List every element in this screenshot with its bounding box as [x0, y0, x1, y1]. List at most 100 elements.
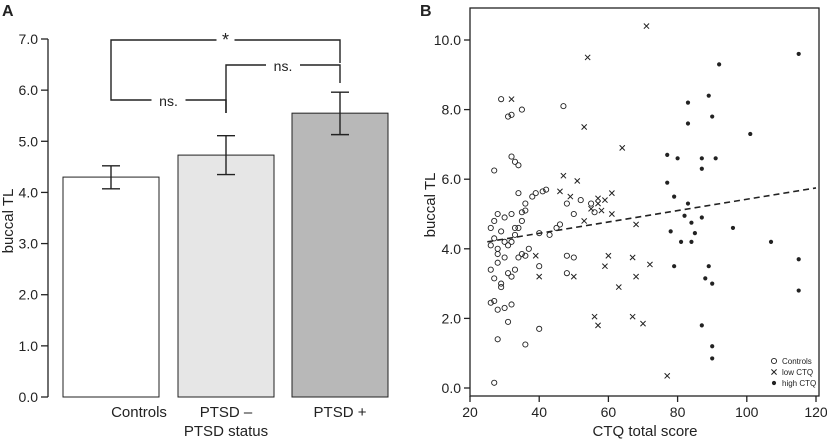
- data-point: [730, 225, 736, 231]
- data-point: [615, 284, 622, 291]
- error-bars: [102, 91, 349, 190]
- data-point: [608, 190, 615, 197]
- data-point: [595, 322, 601, 329]
- x-axis-label: CTQ total score: [592, 423, 697, 440]
- y-axis-label: buccal TL: [0, 189, 17, 254]
- y-tick-label: 10.0: [434, 32, 461, 48]
- data-points: [487, 23, 801, 386]
- data-point: [682, 213, 687, 218]
- data-point: [665, 180, 670, 185]
- data-point: [546, 231, 553, 238]
- data-point: [584, 54, 591, 61]
- x-tick-label: 20: [462, 404, 478, 420]
- data-point: [560, 103, 567, 110]
- data-point: [629, 254, 636, 261]
- significance-brackets: * ns. ns.: [110, 30, 341, 113]
- data-point: [515, 224, 522, 231]
- significance-label: ns.: [274, 58, 293, 74]
- data-point: [505, 270, 512, 277]
- data-point: [487, 299, 494, 306]
- data-point: [665, 152, 670, 157]
- data-point: [588, 200, 595, 207]
- data-point: [491, 297, 498, 305]
- data-point: [536, 325, 543, 332]
- data-point: [508, 96, 515, 103]
- data-point: [598, 207, 605, 214]
- data-point: [563, 252, 570, 259]
- data-point: [710, 281, 715, 286]
- y-tick-label: 1.0: [19, 338, 39, 354]
- data-point: [487, 266, 494, 273]
- data-point: [511, 158, 519, 165]
- panel-a-label: A: [2, 3, 14, 20]
- data-point: [532, 190, 539, 197]
- data-point: [556, 221, 564, 228]
- data-point: [505, 318, 512, 325]
- data-point: [508, 301, 515, 308]
- data-point: [501, 254, 508, 261]
- data-point: [699, 323, 704, 328]
- significance-label: *: [222, 30, 229, 50]
- data-point: [536, 273, 543, 280]
- y-tick-label: 0.0: [442, 380, 462, 396]
- data-point: [685, 100, 691, 105]
- data-point: [508, 273, 515, 280]
- data-point: [689, 239, 694, 244]
- data-point: [672, 194, 677, 199]
- bracket-label-bg: [216, 32, 235, 48]
- y-axis-label: buccal TL: [422, 173, 439, 238]
- data-point: [491, 235, 498, 242]
- bar: [291, 112, 389, 398]
- y-axis-ticks: 0.0 1.0 2.0 3.0 4.0 5.0 6.0 7.0: [19, 31, 48, 405]
- significance-label: ns.: [159, 93, 178, 109]
- bracket-label-bg: [266, 57, 300, 73]
- data-point: [710, 344, 715, 349]
- data-point: [494, 250, 501, 258]
- data-point: [643, 23, 650, 30]
- legend: Controls low CTQ high CTQ: [770, 357, 816, 388]
- data-point: [668, 229, 673, 234]
- data-point: [522, 200, 529, 207]
- data-point: [796, 51, 801, 57]
- data-point: [536, 263, 543, 270]
- legend-marker: [771, 380, 777, 386]
- data-point: [557, 188, 563, 195]
- data-point: [563, 270, 570, 277]
- data-point: [560, 172, 567, 179]
- data-point: [664, 372, 671, 379]
- data-point: [796, 288, 801, 293]
- data-point: [699, 156, 704, 161]
- data-point: [543, 186, 550, 193]
- data-point: [675, 156, 680, 161]
- data-point: [518, 209, 525, 216]
- data-point: [539, 188, 546, 195]
- data-point: [491, 379, 498, 386]
- data-point: [601, 197, 608, 204]
- data-point: [522, 207, 529, 214]
- bar-chart-panel: 0.0 1.0 2.0 3.0 4.0 5.0 6.0 7.0 buccal TL * ns. n…: [0, 30, 389, 440]
- data-point: [508, 153, 515, 160]
- y-tick-label: 4.0: [19, 184, 39, 200]
- x-tick-label: 120: [804, 404, 827, 420]
- data-point: [511, 231, 519, 238]
- data-point: [581, 124, 588, 130]
- data-point: [685, 121, 691, 126]
- data-point: [515, 254, 522, 261]
- data-point: [713, 156, 718, 161]
- data-point: [678, 239, 684, 244]
- data-point: [498, 284, 505, 291]
- x-tick-label: 40: [531, 404, 547, 420]
- data-point: [706, 264, 711, 269]
- data-point: [646, 261, 653, 268]
- data-point: [710, 356, 715, 361]
- bar: [177, 154, 275, 398]
- data-point: [518, 106, 525, 113]
- x-axis-ticks: 20 40 60 80 100 120: [462, 396, 827, 420]
- data-point: [508, 111, 515, 118]
- data-point: [748, 131, 753, 137]
- data-point: [563, 200, 570, 207]
- bracket-label-bg: [151, 92, 186, 108]
- data-point: [494, 259, 501, 266]
- bars: [62, 112, 389, 398]
